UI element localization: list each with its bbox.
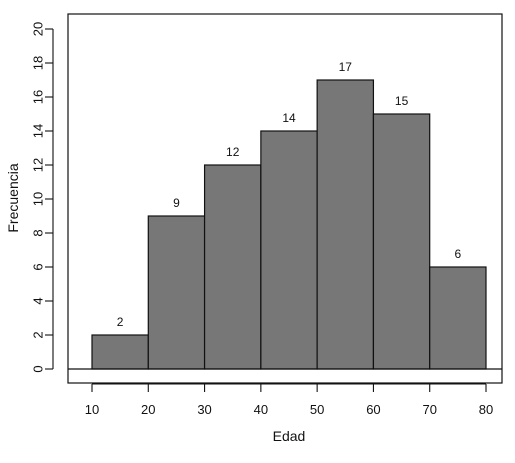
x-axis-label: Edad [273, 428, 306, 444]
histogram-bar-3 [203, 164, 262, 370]
bar-value-label-3: 12 [226, 145, 240, 159]
y-tick-label-18: 18 [30, 56, 45, 70]
y-tick-label-6: 6 [30, 263, 45, 270]
x-tick-label-10: 10 [85, 402, 99, 417]
x-tick-label-60: 60 [366, 402, 380, 417]
histogram-bar-5 [316, 79, 375, 370]
bar-value-label-4: 14 [282, 111, 296, 125]
y-tick-label-14: 14 [30, 124, 45, 138]
histogram-bar-4 [260, 130, 318, 370]
y-tick-label-4: 4 [30, 297, 45, 304]
histogram-bar-6 [372, 113, 431, 370]
x-tick-label-30: 30 [197, 402, 211, 417]
x-tick-label-80: 80 [479, 402, 493, 417]
bar-value-label-1: 2 [117, 315, 124, 329]
y-tick-label-0: 0 [30, 365, 45, 372]
histogram-bar-7 [429, 266, 487, 370]
y-tick-label-2: 2 [30, 331, 45, 338]
y-tick-label-8: 8 [30, 229, 45, 236]
y-axis: 0 2 4 6 8 10 12 14 16 18 20 [30, 22, 54, 373]
y-tick-label-16: 16 [30, 90, 45, 104]
bar-value-label-5: 17 [339, 60, 353, 74]
bar-value-label-2: 9 [173, 196, 180, 210]
plot-frame [67, 13, 503, 384]
y-tick-label-12: 12 [30, 158, 45, 172]
histogram-bar-1 [91, 334, 149, 370]
histogram-bar-2 [147, 215, 206, 370]
bar-value-label-6: 15 [395, 94, 409, 108]
x-axis: 10 20 30 40 50 60 70 80 [85, 383, 493, 417]
bar-value-label-7: 6 [455, 247, 462, 261]
x-tick-label-40: 40 [254, 402, 268, 417]
x-tick-label-50: 50 [310, 402, 324, 417]
x-tick-label-70: 70 [422, 402, 436, 417]
x-tick-label-20: 20 [141, 402, 155, 417]
bar-label-layer: 2 9 12 14 17 15 6 [117, 60, 462, 329]
y-axis-label: Frecuencia [5, 163, 21, 232]
y-tick-label-10: 10 [30, 192, 45, 206]
y-tick-label-20: 20 [30, 22, 45, 36]
